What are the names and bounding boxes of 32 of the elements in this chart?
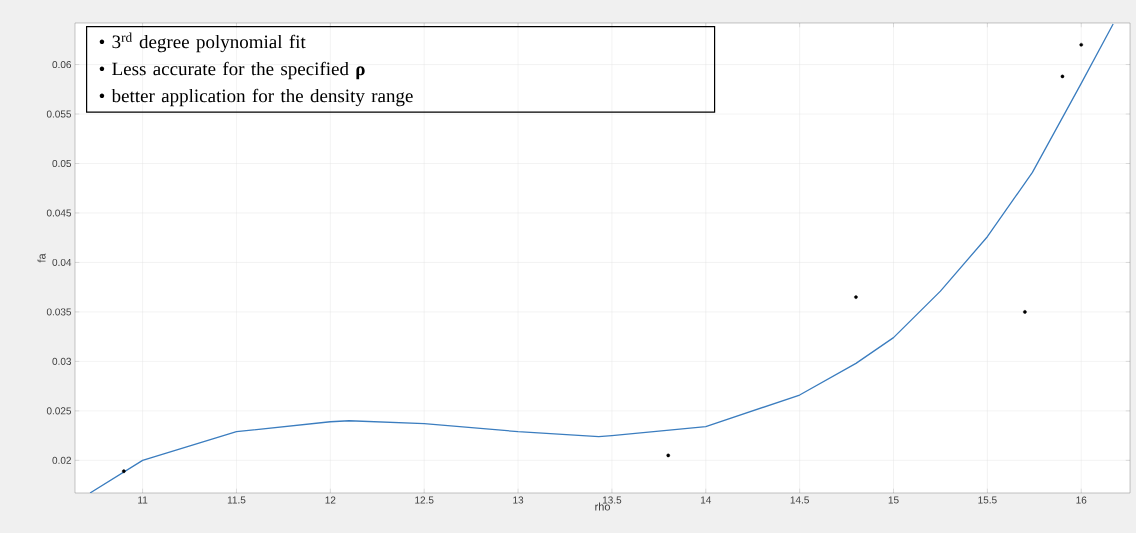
x-tick-label: 11 <box>138 496 148 504</box>
y-tick-label: 0.04 <box>52 258 72 266</box>
x-tick-label: 16 <box>1076 496 1087 504</box>
y-tick-label: 0.055 <box>46 110 72 118</box>
y-tick-label: 0.05 <box>52 159 72 168</box>
x-tick-label: 11.5 <box>227 496 246 504</box>
x-tick-label: 15 <box>888 496 899 504</box>
y-tick-label: 0.03 <box>52 357 72 365</box>
y-tick-label: 0.045 <box>46 209 72 217</box>
y-tick-label: 0.06 <box>52 61 72 69</box>
y-axis-title: fa <box>37 253 46 263</box>
x-tick-label: 14.5 <box>790 496 809 504</box>
x-axis-title: rho <box>595 502 610 511</box>
x-tick-label: 13 <box>513 496 524 504</box>
y-tick-label: 0.035 <box>46 308 72 316</box>
point <box>854 295 858 299</box>
line-series <box>89 23 1114 493</box>
x-tick-label: 12 <box>325 496 336 504</box>
y-tick-label: 0.025 <box>46 407 72 415</box>
x-tick-label: 14 <box>700 496 712 504</box>
point <box>1023 310 1027 314</box>
point <box>666 453 671 458</box>
point <box>1060 74 1065 79</box>
point <box>122 469 126 474</box>
annotation: • better application for the density range <box>99 88 413 107</box>
annotation: • Less accurate for the specified ρ <box>99 61 365 80</box>
x-tick-label: 13.5 <box>602 496 622 504</box>
x-tick-label: 12.5 <box>415 496 434 504</box>
annotation: • 3$^{rd}$ degree polynomial fit <box>99 32 306 53</box>
x-tick-label: 15.5 <box>978 496 997 504</box>
y-tick-label: 0.02 <box>52 456 71 464</box>
point <box>1079 42 1084 47</box>
